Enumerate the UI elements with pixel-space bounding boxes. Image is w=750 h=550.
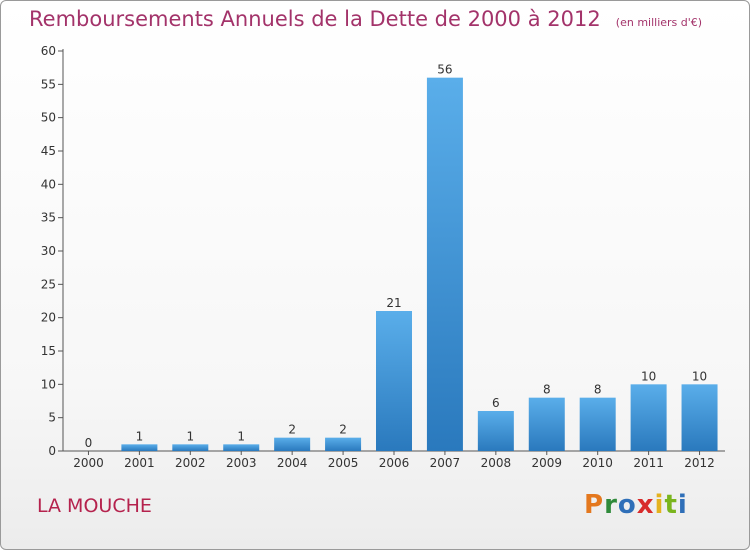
logo-letter: t	[664, 490, 678, 520]
data-label: 1	[237, 429, 245, 443]
x-tick-label: 2001	[124, 456, 155, 470]
logo-letter: i	[654, 490, 665, 520]
logo-letter: x	[636, 490, 655, 520]
bar	[172, 444, 209, 451]
data-label: 10	[641, 369, 656, 383]
y-tick-label: 15	[41, 344, 56, 358]
y-tick-label: 60	[41, 44, 56, 58]
bar	[630, 384, 667, 451]
unit-text: (en milliers d'€)	[615, 16, 703, 29]
logo-letter: i	[677, 490, 688, 520]
y-tick-label: 50	[41, 111, 56, 125]
logo-letter: r	[604, 490, 618, 520]
chart-title: Remboursements Annuels de la Dette de 20…	[29, 7, 702, 31]
data-label: 8	[543, 383, 551, 397]
y-tick-label: 35	[41, 211, 56, 225]
x-tick-label: 2006	[379, 456, 410, 470]
x-tick-label: 2010	[582, 456, 613, 470]
data-label: 1	[186, 429, 194, 443]
bar	[223, 444, 260, 451]
y-tick-label: 0	[48, 444, 56, 458]
x-tick-label: 2002	[175, 456, 206, 470]
data-label: 6	[492, 396, 500, 410]
x-tick-label: 2007	[430, 456, 461, 470]
bar	[274, 437, 311, 451]
logo-letter: o	[617, 490, 637, 520]
x-tick-label: 2008	[481, 456, 512, 470]
data-label: 21	[386, 296, 401, 310]
y-tick-label: 45	[41, 144, 56, 158]
place-name: LA MOUCHE	[37, 495, 152, 517]
bar	[477, 411, 514, 451]
x-tick-label: 2012	[684, 456, 715, 470]
bar	[579, 397, 616, 451]
title-text: Remboursements Annuels de la Dette de 20…	[29, 7, 601, 31]
logo-letter: P	[584, 490, 605, 520]
data-label: 2	[288, 423, 296, 437]
data-labels: 0 1 1 1 2 2 21 56 6 8 8 10 10	[85, 63, 708, 450]
x-tick-label: 2011	[633, 456, 664, 470]
proxiti-logo: Proxiti	[584, 490, 688, 520]
data-label: 56	[437, 63, 452, 77]
data-label: 2	[339, 423, 347, 437]
x-tick-label: 2004	[277, 456, 308, 470]
y-tick-label: 5	[48, 411, 56, 425]
y-tick-label: 55	[41, 77, 56, 91]
y-tick-label: 20	[41, 311, 56, 325]
bar	[426, 77, 463, 452]
y-tick-label: 10	[41, 377, 56, 391]
data-label: 1	[136, 429, 144, 443]
data-label: 8	[594, 383, 602, 397]
x-tick-label: 2009	[531, 456, 562, 470]
y-tick-label: 40	[41, 177, 56, 191]
x-tick-label: 2003	[226, 456, 257, 470]
bar	[325, 437, 362, 451]
x-tick-label: 2000	[73, 456, 104, 470]
bar	[528, 397, 565, 451]
bar	[376, 311, 412, 451]
y-tick-label: 25	[41, 277, 56, 291]
bars	[121, 77, 718, 452]
y-tick-label: 30	[41, 244, 56, 258]
data-label: 10	[692, 369, 707, 383]
x-tick-label: 2005	[328, 456, 359, 470]
data-label: 0	[85, 436, 93, 450]
bar	[681, 384, 718, 451]
bar	[121, 444, 158, 451]
